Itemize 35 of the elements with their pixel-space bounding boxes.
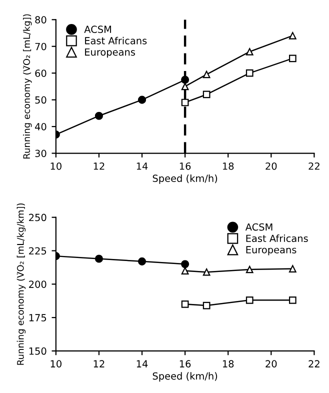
x-tick-label: 12 — [94, 162, 104, 170]
x-tick-label: 12 — [94, 360, 104, 368]
y-tick-label: 150 — [29, 347, 46, 355]
x-tick-label: 20 — [266, 360, 277, 368]
y-tick-label: 250 — [29, 214, 46, 222]
y-axis-title: Running economy (V̇O₂ [mL/kg/km]) — [16, 203, 26, 365]
x-tick-label: 16 — [180, 360, 191, 368]
legend-label: ACSM — [84, 26, 112, 34]
y-tick-label: 40 — [35, 123, 46, 130]
x-tick-label: 10 — [50, 360, 62, 368]
x-tick-label: 16 — [180, 162, 191, 170]
x-tick-label: 10 — [50, 162, 62, 170]
x-tick-label: 22 — [308, 360, 320, 368]
x-tick-label: 20 — [266, 162, 277, 170]
legend-label: Europeans — [246, 246, 296, 256]
y-tick-label: 60 — [35, 70, 46, 77]
y-tick-label: 50 — [35, 96, 46, 104]
y-tick-label: 200 — [29, 280, 46, 288]
x-axis-title: Speed (km/h) — [152, 174, 218, 184]
x-tick-label: 14 — [136, 162, 148, 170]
y-tick-label: 225 — [29, 247, 46, 255]
y-tick-label: 80 — [35, 16, 46, 24]
y-axis-title: Running economy (V̇O₂ [mL/kg]) — [23, 14, 32, 158]
legend-label: East Africans — [246, 234, 308, 242]
y-tick-label: 70 — [35, 42, 46, 50]
legend-label: ACSM — [245, 223, 272, 231]
legend-label: East Africans — [85, 36, 147, 44]
x-tick-label: 18 — [222, 360, 234, 368]
x-tick-label: 14 — [136, 360, 148, 368]
x-axis-title: Speed (km/h) — [152, 372, 218, 382]
legend-label: Europeans — [85, 48, 136, 58]
y-tick-label: 175 — [29, 314, 46, 322]
y-tick-label: 30 — [35, 150, 46, 158]
x-tick-label: 22 — [308, 162, 320, 170]
x-tick-label: 18 — [222, 162, 234, 170]
